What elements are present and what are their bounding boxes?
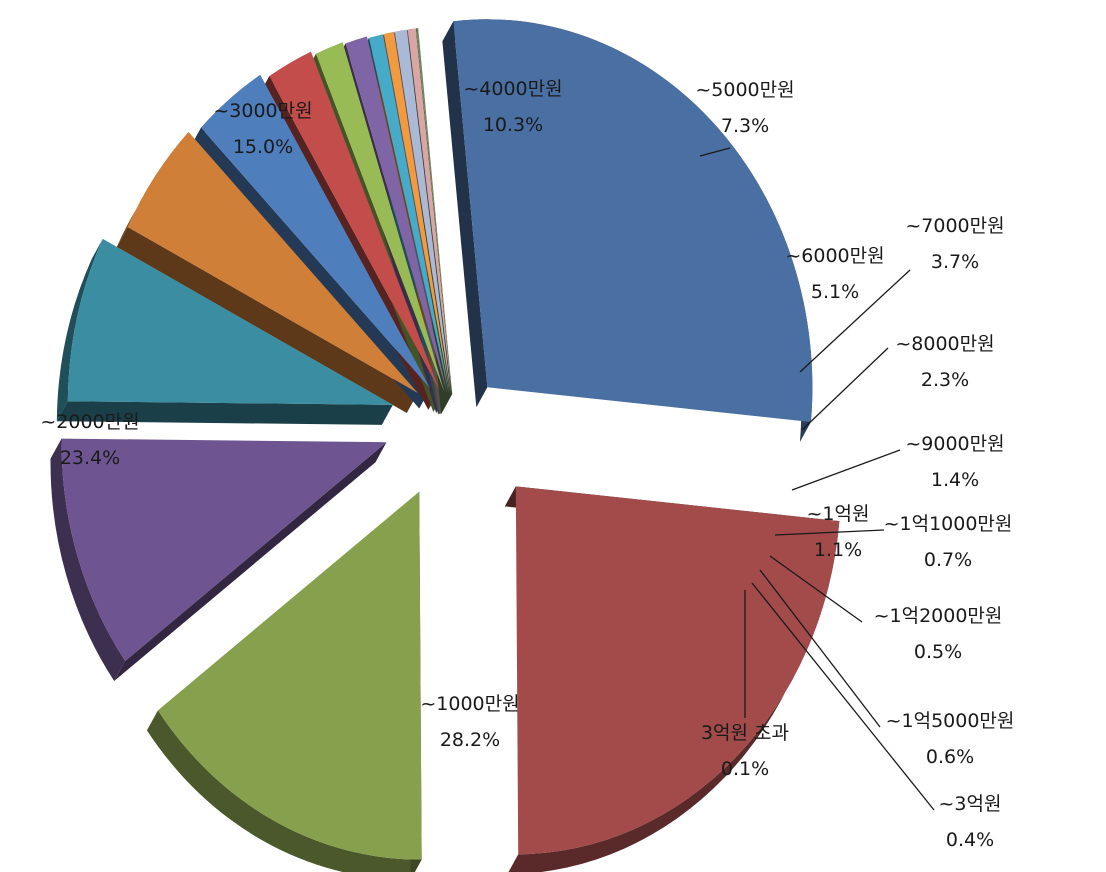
slice-label: 3억원 초과 bbox=[701, 722, 789, 744]
slice-label: ~8000만원 bbox=[895, 333, 994, 355]
pie-slice bbox=[157, 491, 422, 860]
slice-label: ~6000만원 bbox=[785, 245, 884, 267]
pie-slice bbox=[345, 36, 448, 394]
slice-label: ~7000만원 bbox=[905, 215, 1004, 237]
pie-slice bbox=[407, 28, 452, 395]
pie-slice bbox=[61, 438, 387, 661]
slice-edge bbox=[114, 442, 387, 681]
slice-label: ~4000만원 bbox=[463, 78, 562, 100]
slice-label: ~1억원 bbox=[807, 503, 870, 525]
slice-value-label: 1.4% bbox=[931, 469, 979, 491]
slice-label: ~1억1000만원 bbox=[884, 513, 1013, 535]
slice-side bbox=[146, 710, 422, 872]
slice-edge bbox=[116, 226, 418, 413]
leader-lines bbox=[699, 147, 935, 811]
slice-value-label: 10.3% bbox=[483, 114, 543, 136]
leader-line bbox=[751, 582, 935, 811]
slice-value-label: 1.1% bbox=[814, 539, 862, 561]
slice-side bbox=[56, 238, 103, 422]
pie-slice bbox=[515, 486, 840, 855]
slice-labels: ~1000만원 28.2% ~2000만원 23.4% ~3000만원 15.0% ~400… bbox=[40, 78, 1014, 851]
pie-slice bbox=[394, 29, 451, 395]
slice-label: ~3000만원 bbox=[213, 100, 312, 122]
pie-slice bbox=[201, 74, 431, 389]
slice-label: ~1억2000만원 bbox=[874, 605, 1003, 627]
slice-edge bbox=[190, 127, 431, 409]
pie-slice bbox=[453, 19, 813, 423]
pie-slice bbox=[127, 132, 418, 393]
leader-line bbox=[801, 347, 889, 431]
pie-slice bbox=[316, 42, 445, 392]
leader-line bbox=[759, 569, 881, 728]
slice-value-label: 23.4% bbox=[60, 447, 120, 469]
slice-tops bbox=[61, 19, 840, 860]
slice-value-label: 0.6% bbox=[926, 746, 974, 768]
slice-edge bbox=[56, 401, 393, 425]
slice-value-label: 2.3% bbox=[921, 369, 969, 391]
slice-value-label: 7.3% bbox=[721, 115, 769, 137]
slice-label: ~9000만원 bbox=[905, 433, 1004, 455]
slice-label: ~5000만원 bbox=[695, 79, 794, 101]
pie-slice bbox=[369, 34, 450, 395]
slice-edge bbox=[442, 21, 488, 408]
pie-slice bbox=[269, 51, 440, 390]
leader-line bbox=[774, 529, 885, 536]
pie-slice bbox=[416, 28, 453, 395]
leader-line bbox=[799, 269, 911, 373]
slice-label: ~3억원 bbox=[939, 793, 1002, 815]
pie-slice bbox=[383, 32, 451, 395]
slice-value-label: 0.1% bbox=[721, 758, 769, 780]
slice-value-label: 15.0% bbox=[233, 136, 293, 158]
leader-line bbox=[769, 555, 863, 623]
slice-label: ~1억5000만원 bbox=[886, 710, 1015, 732]
slice-label: ~2000만원 bbox=[40, 411, 139, 433]
slice-label: ~1000만원 bbox=[420, 693, 519, 715]
slice-value-label: 0.4% bbox=[946, 829, 994, 851]
slice-value-label: 0.7% bbox=[924, 549, 972, 571]
slice-value-label: 0.5% bbox=[914, 641, 962, 663]
slice-value-label: 28.2% bbox=[440, 729, 500, 751]
leader-line bbox=[699, 147, 731, 157]
leader-line bbox=[791, 449, 901, 491]
pie-slice bbox=[67, 238, 393, 405]
slice-value-label: 5.1% bbox=[811, 281, 859, 303]
slice-value-label: 3.7% bbox=[931, 251, 979, 273]
slice-side bbox=[50, 438, 126, 681]
